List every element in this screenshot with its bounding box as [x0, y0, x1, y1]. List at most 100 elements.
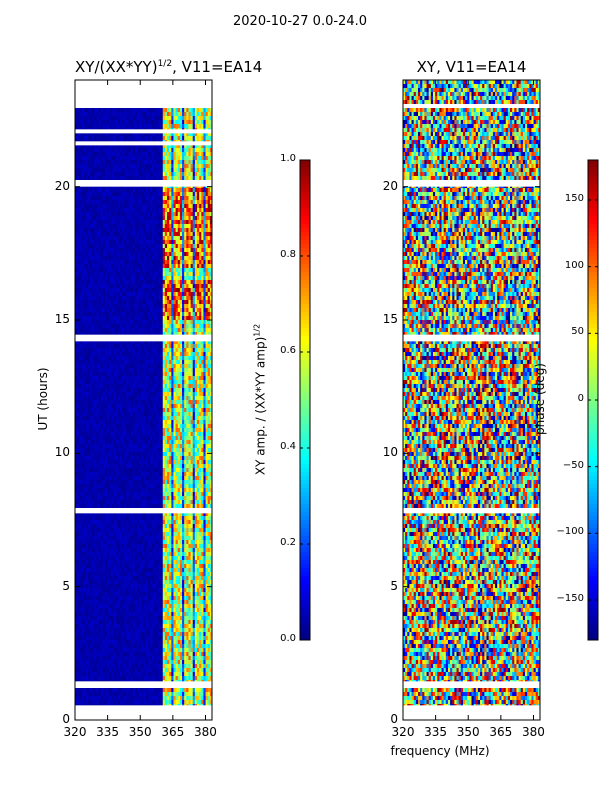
- heatmap-cell: [173, 160, 177, 165]
- heatmap-cell: [92, 164, 95, 169]
- heatmap-cell: [113, 144, 117, 149]
- heatmap-cell: [171, 164, 174, 169]
- heatmap-cell: [107, 164, 110, 169]
- heatmap-cell: [139, 156, 142, 161]
- heatmap-cell: [122, 172, 125, 177]
- heatmap-cell: [203, 112, 206, 117]
- heatmap-cell: [207, 136, 211, 141]
- heatmap-cell: [117, 124, 121, 129]
- heatmap-cell: [111, 164, 114, 169]
- heatmap-cell: [158, 108, 162, 113]
- heatmap-cell: [160, 160, 164, 165]
- heatmap-cell: [152, 124, 155, 129]
- heatmap-cell: [109, 156, 112, 161]
- heatmap-cell: [173, 116, 177, 121]
- heatmap-cell: [194, 120, 198, 125]
- heatmap-cell: [87, 108, 91, 113]
- heatmap-cell: [126, 136, 129, 141]
- heatmap-cell: [98, 120, 102, 125]
- heatmap-cell: [122, 152, 125, 157]
- heatmap-cell: [152, 160, 155, 165]
- heatmap-cell: [190, 148, 194, 153]
- heatmap-cell: [205, 168, 209, 173]
- heatmap-cell: [117, 108, 121, 113]
- heatmap-cell: [124, 172, 127, 177]
- heatmap-cell: [175, 120, 179, 125]
- heatmap-cell: [119, 176, 123, 181]
- heatmap-cell: [104, 136, 108, 141]
- heatmap-cell: [109, 160, 112, 165]
- heatmap-cell: [109, 168, 112, 173]
- heatmap-cell: [171, 156, 174, 161]
- heatmap-cell: [75, 112, 78, 117]
- left-title-main: XY/(XX*YY): [75, 58, 158, 76]
- heatmap-cell: [100, 176, 104, 181]
- heatmap-cell: [160, 156, 164, 161]
- heatmap-cell: [128, 160, 132, 165]
- heatmap-cell: [111, 108, 114, 113]
- heatmap-cell: [149, 108, 153, 113]
- heatmap-cell: [81, 164, 84, 169]
- heatmap-cell: [192, 120, 196, 125]
- heatmap-cell: [98, 136, 102, 141]
- heatmap-cell: [81, 108, 84, 113]
- heatmap-cell: [75, 148, 78, 153]
- heatmap-cell: [192, 168, 196, 173]
- heatmap-cell: [182, 176, 185, 181]
- heatmap-cell: [177, 148, 181, 153]
- heatmap-cell: [117, 160, 121, 165]
- heatmap-cell: [169, 176, 172, 181]
- heatmap-cell: [128, 132, 132, 137]
- heatmap-cell: [100, 172, 104, 177]
- heatmap-cell: [184, 164, 187, 169]
- heatmap-cell: [154, 116, 157, 121]
- heatmap-cell: [207, 152, 211, 157]
- heatmap-cell: [149, 112, 153, 117]
- heatmap-cell: [122, 132, 125, 137]
- heatmap-cell: [96, 148, 99, 153]
- heatmap-cell: [169, 144, 172, 149]
- heatmap-cell: [192, 160, 196, 165]
- heatmap-cell: [179, 164, 183, 169]
- heatmap-cell: [134, 164, 138, 169]
- heatmap-cell: [139, 172, 142, 177]
- heatmap-cell: [77, 116, 80, 121]
- heatmap-cell: [207, 148, 211, 153]
- heatmap-cell: [94, 136, 97, 141]
- heatmap-cell: [83, 176, 87, 181]
- heatmap-cell: [149, 152, 153, 157]
- heatmap-cell: [89, 112, 93, 117]
- heatmap-cell: [182, 148, 185, 153]
- heatmap-cell: [190, 120, 194, 125]
- heatmap-cell: [107, 108, 110, 113]
- heatmap-cell: [100, 160, 104, 165]
- heatmap-cell: [98, 168, 102, 173]
- heatmap-cell: [119, 136, 123, 141]
- heatmap-cell: [203, 172, 206, 177]
- heatmap-cell: [152, 132, 155, 137]
- heatmap-cell: [192, 144, 196, 149]
- heatmap-cell: [169, 116, 172, 121]
- heatmap-cell: [173, 144, 177, 149]
- heatmap-cell: [179, 144, 183, 149]
- heatmap-cell: [194, 116, 198, 121]
- heatmap-cell: [147, 116, 151, 121]
- heatmap-cell: [122, 176, 125, 181]
- heatmap-cell: [147, 176, 151, 181]
- heatmap-cell: [145, 116, 149, 121]
- heatmap-cell: [152, 112, 155, 117]
- heatmap-cell: [169, 168, 172, 173]
- heatmap-cell: [173, 120, 177, 125]
- heatmap-cell: [124, 176, 127, 181]
- heatmap-cell: [160, 164, 164, 169]
- heatmap-cell: [83, 148, 87, 153]
- heatmap-cell: [186, 168, 189, 173]
- heatmap-cell: [203, 132, 206, 137]
- heatmap-cell: [130, 176, 134, 181]
- heatmap-cell: [152, 120, 155, 125]
- heatmap-cell: [109, 172, 112, 177]
- heatmap-cell: [94, 112, 97, 117]
- heatmap-cell: [89, 152, 93, 157]
- heatmap-cell: [83, 136, 87, 141]
- heatmap-cell: [152, 108, 155, 113]
